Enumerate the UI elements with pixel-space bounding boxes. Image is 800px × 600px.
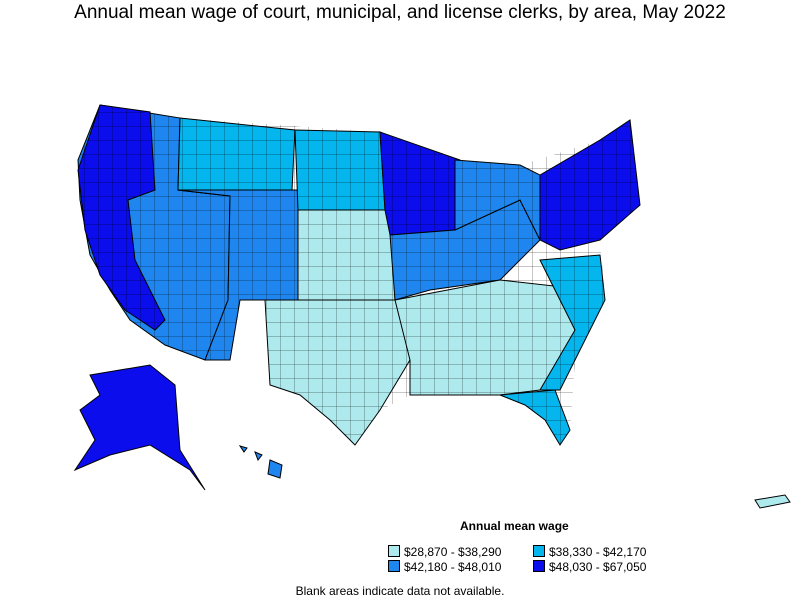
legend-swatch-3 xyxy=(388,560,400,572)
region-puerto-rico xyxy=(754,494,791,509)
footnote: Blank areas indicate data not available. xyxy=(295,584,505,598)
legend-label-2: $38,330 - $42,170 xyxy=(549,545,647,559)
legend-item-2: $38,330 - $42,170 xyxy=(533,545,646,559)
legend-label-3: $42,180 - $48,010 xyxy=(404,560,502,574)
legend-title: Annual mean wage xyxy=(460,519,569,533)
legend-item-3: $42,180 - $48,010 xyxy=(388,560,501,574)
legend-swatch-2 xyxy=(533,545,545,557)
map-title: Annual mean wage of court, municipal, an… xyxy=(74,2,726,23)
legend-label-4: $48,030 - $67,050 xyxy=(549,560,647,574)
region-alaska xyxy=(73,364,206,491)
legend-label-1: $28,870 - $38,290 xyxy=(404,545,502,559)
region-hawaii xyxy=(238,445,283,479)
legend-swatch-1 xyxy=(388,545,400,557)
legend-item-4: $48,030 - $67,050 xyxy=(533,560,646,574)
legend-item-1: $28,870 - $38,290 xyxy=(388,545,501,559)
legend-swatch-4 xyxy=(533,560,545,572)
area-boundaries xyxy=(78,105,640,445)
